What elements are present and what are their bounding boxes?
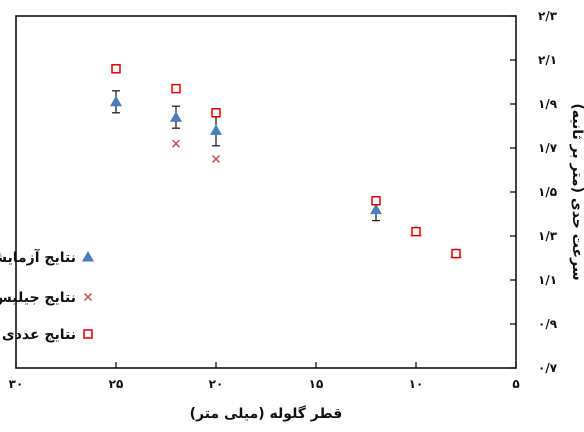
x-tick-label: ۱۵ (309, 377, 324, 391)
y-tick-label: ۱/۵ (538, 185, 557, 199)
y-axis-title: سرعت حدی (متر بر ثانیه) (569, 103, 584, 280)
x-marker-stroke (171, 139, 181, 148)
x-marker-stroke (83, 292, 93, 302)
data-point-square (371, 196, 381, 206)
x-tick-label: ۵ (512, 377, 519, 391)
legend-marker-triangle (82, 251, 94, 262)
y-tick-label: ۰/۷ (538, 361, 558, 375)
y-tick-label: ۲/۳ (538, 9, 558, 23)
legend-marker-square (83, 329, 93, 339)
y-tick-label: ۱/۹ (538, 97, 558, 111)
data-point-square (111, 64, 121, 74)
x-axis-ticks: ۳۰ ۲۵ ۲۰ ۱۵ ۱۰ ۵ (9, 362, 520, 391)
data-point-triangle (170, 111, 182, 122)
x-tick-label: ۲۰ (209, 377, 224, 391)
x-tick-label: ۳۰ (9, 377, 24, 391)
data-points (110, 64, 462, 259)
data-point-triangle (370, 203, 382, 215)
x-marker-stroke (211, 154, 221, 164)
data-point-triangle (110, 95, 122, 107)
y-tick-label: ۱/۷ (538, 141, 558, 155)
data-point-x (171, 139, 181, 148)
data-point-square (451, 248, 461, 259)
y-tick-label: ۱/۱ (538, 273, 557, 287)
data-point-triangle (210, 124, 222, 135)
y-tick-label: ۰/۹ (538, 317, 558, 331)
data-point-square (411, 226, 421, 237)
legend-label: نتایج جیلیس و همکاران (0, 290, 76, 306)
y-axis-ticks: ۰/۷ ۰/۹ ۱/۱ ۱/۳ ۱/۵ ۱/۷ ۱/۹ ۲/۱ ۲/۳ (510, 9, 558, 375)
y-tick-label: ۲/۱ (538, 53, 557, 67)
x-tick-label: ۱۰ (409, 377, 424, 391)
legend-label: نتایج عددی (2, 327, 76, 343)
y-tick-label: ۱/۳ (538, 229, 558, 243)
data-point-square (171, 83, 181, 94)
x-tick-label: ۲۵ (109, 377, 124, 391)
data-point-square (211, 108, 221, 118)
x-axis-title: قطر گلوله (میلی متر) (190, 405, 343, 422)
legend-label: نتایج آزمایشگاهی (0, 248, 76, 266)
legend: نتایج آزمایشگاهی نتایج جیلیس و همکاران نتا… (0, 248, 94, 343)
legend-marker-x (83, 292, 93, 302)
data-point-x (211, 154, 221, 164)
plot-area-frame (15, 15, 517, 369)
